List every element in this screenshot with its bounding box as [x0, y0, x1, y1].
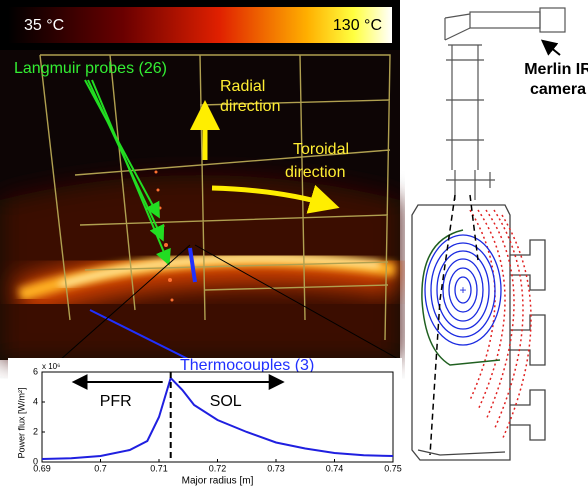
y-tick-label: 6	[33, 366, 38, 376]
x-tick-label: 0.74	[326, 463, 344, 473]
radial-label: direction	[220, 98, 280, 115]
camera-label: camera	[530, 81, 586, 98]
camera-label: Merlin IR	[524, 61, 588, 78]
figure: 35 °C 130 °C Langmuir probes (26) Radial…	[0, 0, 588, 488]
x-tick-label: 0.7	[94, 463, 107, 473]
toroidal-label: direction	[285, 164, 345, 181]
x-tick-label: 0.75	[384, 463, 402, 473]
page: 35 °C 130 °C Langmuir probes (26) Radial…	[0, 0, 588, 488]
colorbar-max: 130 °C	[333, 17, 382, 34]
x-tick-label: 0.73	[267, 463, 285, 473]
exponent: x 10⁶	[42, 362, 60, 371]
radial-label: Radial	[220, 78, 265, 95]
y-tick-label: 2	[33, 426, 38, 436]
sol-label: SOL	[210, 393, 242, 410]
pfr-label: PFR	[100, 393, 132, 410]
toroidal-label: Toroidal	[293, 141, 349, 158]
y-tick-label: 4	[33, 396, 38, 406]
magnetic-axis: +	[459, 283, 466, 297]
langmuir-label: Langmuir probes (26)	[14, 60, 167, 77]
y-axis-label: Power flux [W/m²]	[16, 387, 26, 458]
x-tick-label: 0.72	[209, 463, 227, 473]
plot-area	[42, 372, 393, 462]
x-axis-label: Major radius [m]	[182, 476, 254, 487]
x-tick-label: 0.71	[150, 463, 168, 473]
colorbar-min: 35 °C	[24, 17, 64, 34]
y-tick-label: 0	[33, 456, 38, 466]
